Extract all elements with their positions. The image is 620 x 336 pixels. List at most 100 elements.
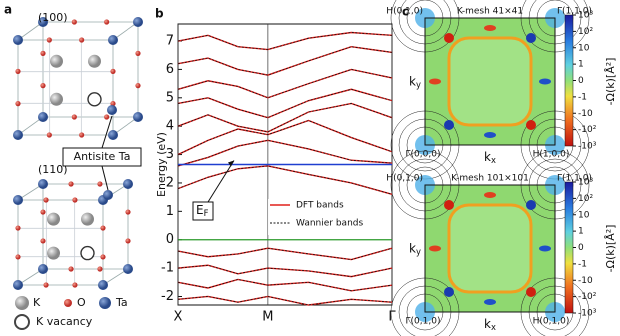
k-atom <box>50 92 63 106</box>
band <box>177 139 393 167</box>
k-atom <box>88 54 101 68</box>
y-axis-label: ky <box>409 74 421 89</box>
legend-swatch <box>15 296 29 310</box>
corner-label: Γ(0,0,0) <box>406 150 441 160</box>
corner-label: Γ(1,1,0) <box>557 174 592 184</box>
ta-atom <box>108 35 118 45</box>
annotation: EF <box>196 203 209 218</box>
legend-label: DFT bands <box>296 201 344 211</box>
colorbar-tick-label: 10² <box>578 27 593 37</box>
o-atom <box>100 225 106 231</box>
ta-atom <box>38 179 48 189</box>
y-axis-label-main: k <box>409 241 416 255</box>
hot-spot <box>429 245 441 252</box>
y-tick-label: 3 <box>166 147 174 162</box>
colorbar-tick-label: -1 <box>578 259 587 269</box>
colorbar-tick-label: 10² <box>578 194 593 204</box>
colorbar <box>564 14 574 147</box>
o-atom <box>43 197 49 203</box>
y-tick-label: -1 <box>161 261 174 276</box>
o-atom <box>71 19 77 25</box>
o-atom <box>40 83 46 89</box>
antisite-ta <box>103 190 113 200</box>
x-axis-label-main: k <box>484 150 491 164</box>
y-tick-label: 2 <box>166 175 174 190</box>
o-atom <box>72 282 78 288</box>
hot-spot <box>444 120 454 130</box>
corner-label: H(0,1,0) <box>386 7 423 17</box>
colorbar-tick-label: 1 <box>578 60 584 70</box>
y-tick-label: 4 <box>166 119 174 134</box>
band <box>177 264 393 278</box>
o-atom <box>104 19 110 25</box>
k-atom <box>81 212 94 226</box>
hot-spot <box>444 33 454 43</box>
band <box>177 32 393 50</box>
bond <box>17 21 44 41</box>
k-atom <box>47 212 60 226</box>
panel-letter: c <box>402 5 409 19</box>
y-axis-label: Energy (eV) <box>155 132 168 197</box>
colorbar-tick-label: 10³ <box>578 11 593 21</box>
y-axis-label-main: k <box>409 74 416 88</box>
corner-label: Γ(0,1,0) <box>406 317 441 327</box>
o-atom <box>68 266 74 272</box>
ring <box>447 36 533 127</box>
hot-spot <box>539 245 551 252</box>
o-atom <box>72 197 78 203</box>
legend-label: K <box>33 296 41 309</box>
annotation-arrow <box>207 160 235 203</box>
band <box>177 45 393 76</box>
bond <box>112 116 139 136</box>
callout-arrow <box>101 115 113 149</box>
panel-c: c K-mesh 41×41 H(0,1,0) Γ(1,1,0) Γ(0,0,0) H(1… <box>386 0 617 336</box>
x-axis-label-sub: x <box>491 155 496 165</box>
hot-spot <box>539 78 551 85</box>
berry-map <box>390 0 590 180</box>
ta-atom <box>133 17 143 27</box>
k-vacancy <box>80 245 95 261</box>
ta-atom <box>13 130 23 140</box>
legend-swatch <box>14 314 30 330</box>
x-tick-label: Γ <box>388 310 396 325</box>
corner-label: H(0,1,0) <box>386 174 423 184</box>
colorbar-tick-label: -10² <box>578 125 597 135</box>
o-atom <box>110 68 116 74</box>
crystal <box>13 179 133 290</box>
legend-label: K vacancy <box>36 315 93 328</box>
o-atom <box>110 101 116 107</box>
colorbar-label: -Ω(k)[Å²] <box>604 58 617 106</box>
o-atom <box>46 37 52 43</box>
legend-label: Wannier bands <box>296 219 363 229</box>
k-atom <box>47 246 60 260</box>
o-atom <box>15 68 21 74</box>
o-atom <box>97 266 103 272</box>
annotation-box <box>192 201 214 221</box>
ta-atom <box>38 112 48 122</box>
ring <box>447 203 533 294</box>
o-atom <box>15 254 21 260</box>
ta-atom <box>38 264 48 274</box>
colorbar <box>564 181 574 314</box>
x-axis-label-main: k <box>484 317 491 331</box>
band <box>177 103 393 133</box>
ta-atom <box>123 264 133 274</box>
y-axis-label: ky <box>409 241 421 256</box>
colorbar-tick-label: -10 <box>578 109 593 119</box>
structure-label: (110) <box>38 163 68 176</box>
y-tick-label: 1 <box>166 204 174 219</box>
callout: Antisite Ta <box>74 150 131 163</box>
band <box>177 279 393 292</box>
hot-spot <box>429 78 441 85</box>
colorbar-label: -Ω(k)[Å²] <box>604 225 617 273</box>
ta-atom <box>123 179 133 189</box>
o-atom <box>46 132 52 138</box>
callout-arrow <box>101 165 109 191</box>
x-axis-label: kx <box>484 317 496 332</box>
y-tick-label: 5 <box>166 90 174 105</box>
ta-atom <box>98 280 108 290</box>
band <box>177 165 393 195</box>
corner-label: H(1,0,0) <box>533 150 570 160</box>
colorbar-tick-label: 10³ <box>578 178 593 188</box>
colorbar-tick-label: 10 <box>578 210 590 220</box>
